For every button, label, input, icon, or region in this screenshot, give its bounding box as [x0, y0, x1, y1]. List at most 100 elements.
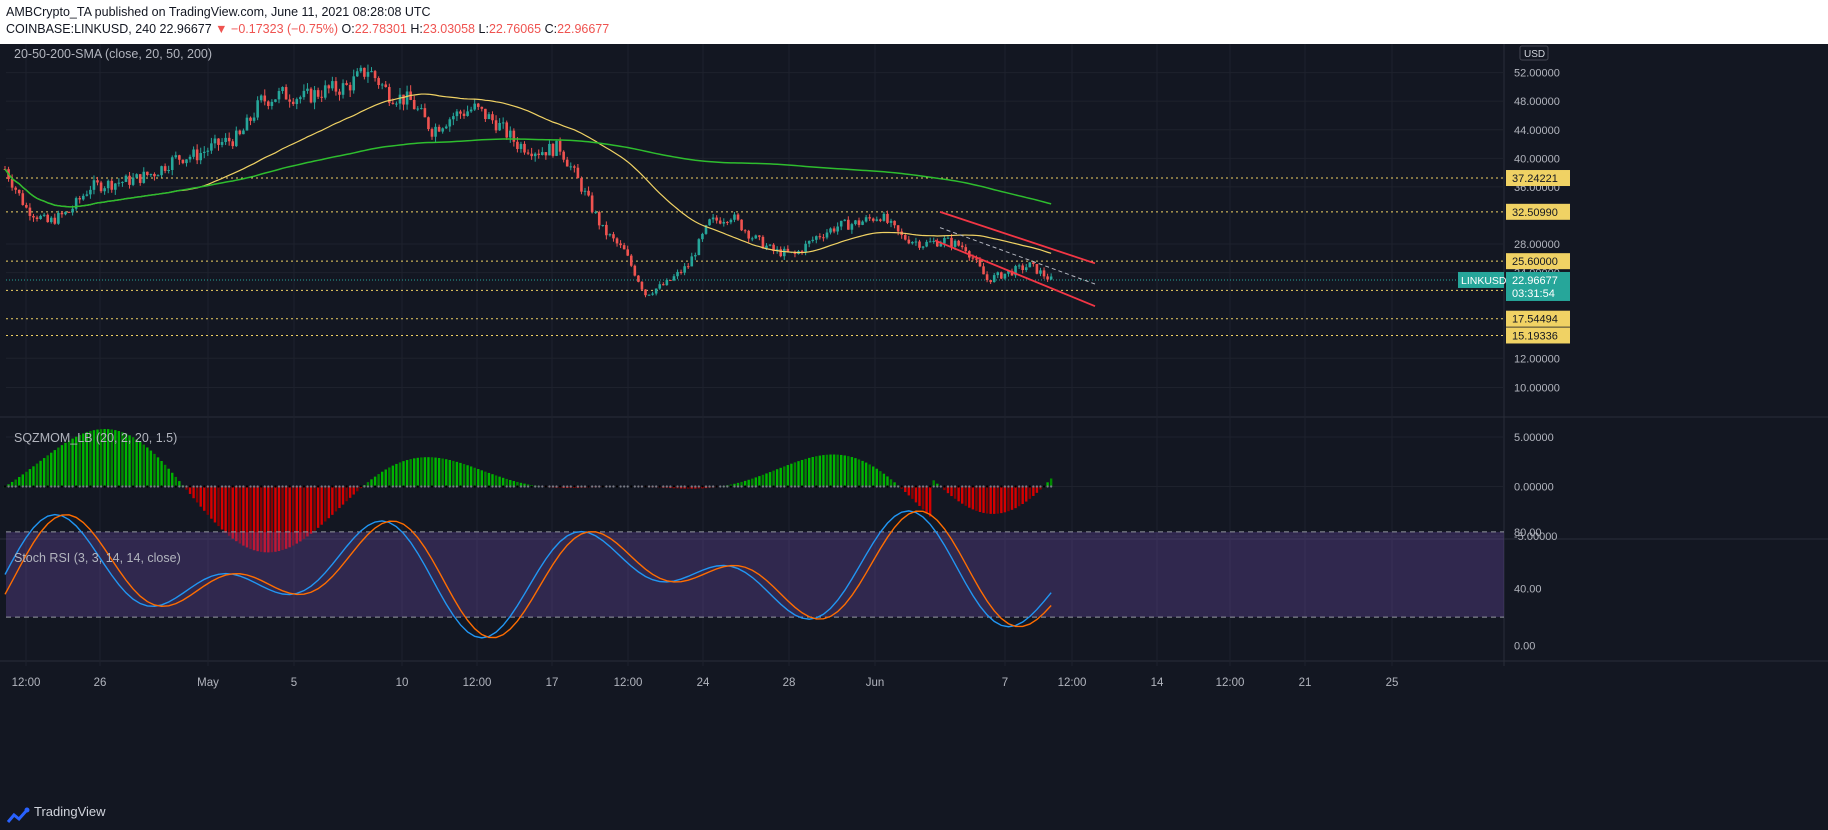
sqz-dot — [78, 485, 81, 488]
sqz-dot — [260, 485, 263, 488]
sqz-dot — [245, 485, 249, 488]
candle-body — [747, 230, 750, 239]
sqz-bar — [783, 466, 786, 487]
candle-body — [661, 284, 665, 286]
sqz-bar — [437, 457, 441, 487]
candle-body — [370, 71, 373, 73]
candle-body — [975, 258, 978, 260]
rsi-tick-label: 0.00 — [1514, 641, 1535, 653]
candle-body — [89, 189, 92, 195]
sqz-bar — [985, 486, 989, 514]
sqz-bar — [270, 486, 274, 553]
sqz-dot — [438, 485, 441, 488]
sqz-bar — [825, 454, 829, 487]
sqz-dot — [712, 485, 715, 488]
candle-body — [633, 265, 637, 276]
last-price-badge — [1506, 271, 1570, 301]
candle-body — [178, 155, 181, 160]
candle-body — [138, 174, 142, 183]
sqz-dot — [28, 485, 32, 488]
squeeze-momentum-pane[interactable] — [3, 428, 1053, 553]
sqz-dot — [373, 485, 377, 488]
sqz-bar — [203, 486, 206, 511]
sqz-bar — [210, 486, 213, 519]
sqz-bar — [943, 486, 946, 491]
candle-body — [1042, 270, 1046, 277]
sqz-dot — [270, 485, 273, 488]
sqz-legend: SQZMOM_LB (20, 2, 20, 1.5) — [14, 431, 177, 445]
candle-body — [718, 220, 722, 224]
candle-body — [896, 225, 900, 232]
sqz-bar — [423, 457, 427, 487]
candle-body — [654, 288, 658, 294]
sqz-dot — [708, 485, 711, 488]
sqz-dot — [395, 485, 398, 488]
sqz-bar — [163, 464, 167, 487]
sqz-dot — [793, 485, 797, 488]
sqz-bar — [1028, 486, 1031, 499]
time-tick-label: 10 — [396, 677, 409, 689]
sqz-dot — [356, 485, 359, 488]
sqz-bar — [302, 486, 306, 540]
sqz-dot — [409, 485, 412, 488]
sqz-dot — [416, 485, 419, 488]
sqz-dot — [320, 485, 323, 488]
sqz-bar — [832, 454, 836, 487]
candle-body — [299, 97, 302, 100]
sqz-dot — [381, 485, 384, 488]
sqz-dot — [281, 485, 284, 488]
candle-body — [1049, 276, 1053, 280]
currency-badge — [1519, 45, 1549, 61]
candle-body — [729, 219, 733, 223]
candle-body — [188, 156, 192, 160]
sqz-dot — [569, 485, 572, 488]
candle-body — [252, 117, 256, 121]
stoch-rsi-pane[interactable] — [4, 510, 1504, 639]
chart-canvas[interactable]: 52.0000048.0000044.0000040.0000036.00000… — [0, 44, 1828, 804]
candle-body — [462, 113, 466, 116]
candle-body — [473, 103, 476, 110]
sqz-bar — [953, 486, 957, 499]
candle-body — [60, 212, 64, 215]
candle-body — [231, 141, 235, 147]
candle-body — [626, 249, 630, 256]
sqz-bar — [462, 464, 466, 487]
low-value: 22.76065 — [488, 22, 542, 36]
sqz-dot — [704, 485, 708, 488]
sqz-bar — [78, 434, 81, 487]
sqz-tick-label: 10.00000 — [1514, 383, 1560, 395]
sqz-dot — [566, 485, 569, 488]
candle-body — [601, 224, 605, 226]
sqz-dot — [462, 485, 466, 488]
candle-body — [779, 249, 783, 257]
candle-body — [217, 138, 220, 145]
sqz-bar — [324, 486, 327, 522]
sqz-bar — [366, 482, 370, 487]
sqz-dot — [466, 485, 469, 488]
candle-body — [402, 94, 405, 105]
open-label: O: — [341, 22, 355, 36]
sqz-dot — [921, 485, 925, 488]
sqz-bar — [171, 472, 174, 487]
candle-body — [35, 217, 39, 220]
sqz-bar — [921, 486, 925, 510]
sqz-bar — [452, 460, 455, 487]
candle-body — [199, 152, 203, 161]
sqz-dot — [206, 485, 209, 488]
high-value: 23.03058 — [422, 22, 476, 36]
candle-body — [597, 212, 601, 226]
sqz-dot — [822, 485, 825, 488]
candle-body — [996, 272, 1000, 276]
footer — [0, 804, 1828, 830]
sqz-bar — [1007, 486, 1010, 512]
sqz-bar — [121, 432, 124, 487]
price-pane[interactable] — [3, 64, 1504, 336]
sqz-dot — [729, 485, 733, 488]
candle-body — [615, 238, 619, 244]
sqz-bar — [373, 476, 377, 487]
sqz-dot — [1018, 485, 1021, 488]
candle-body — [765, 245, 768, 249]
sqz-dot — [619, 485, 622, 488]
sqz-dot — [459, 485, 462, 488]
candle-body — [227, 137, 231, 142]
